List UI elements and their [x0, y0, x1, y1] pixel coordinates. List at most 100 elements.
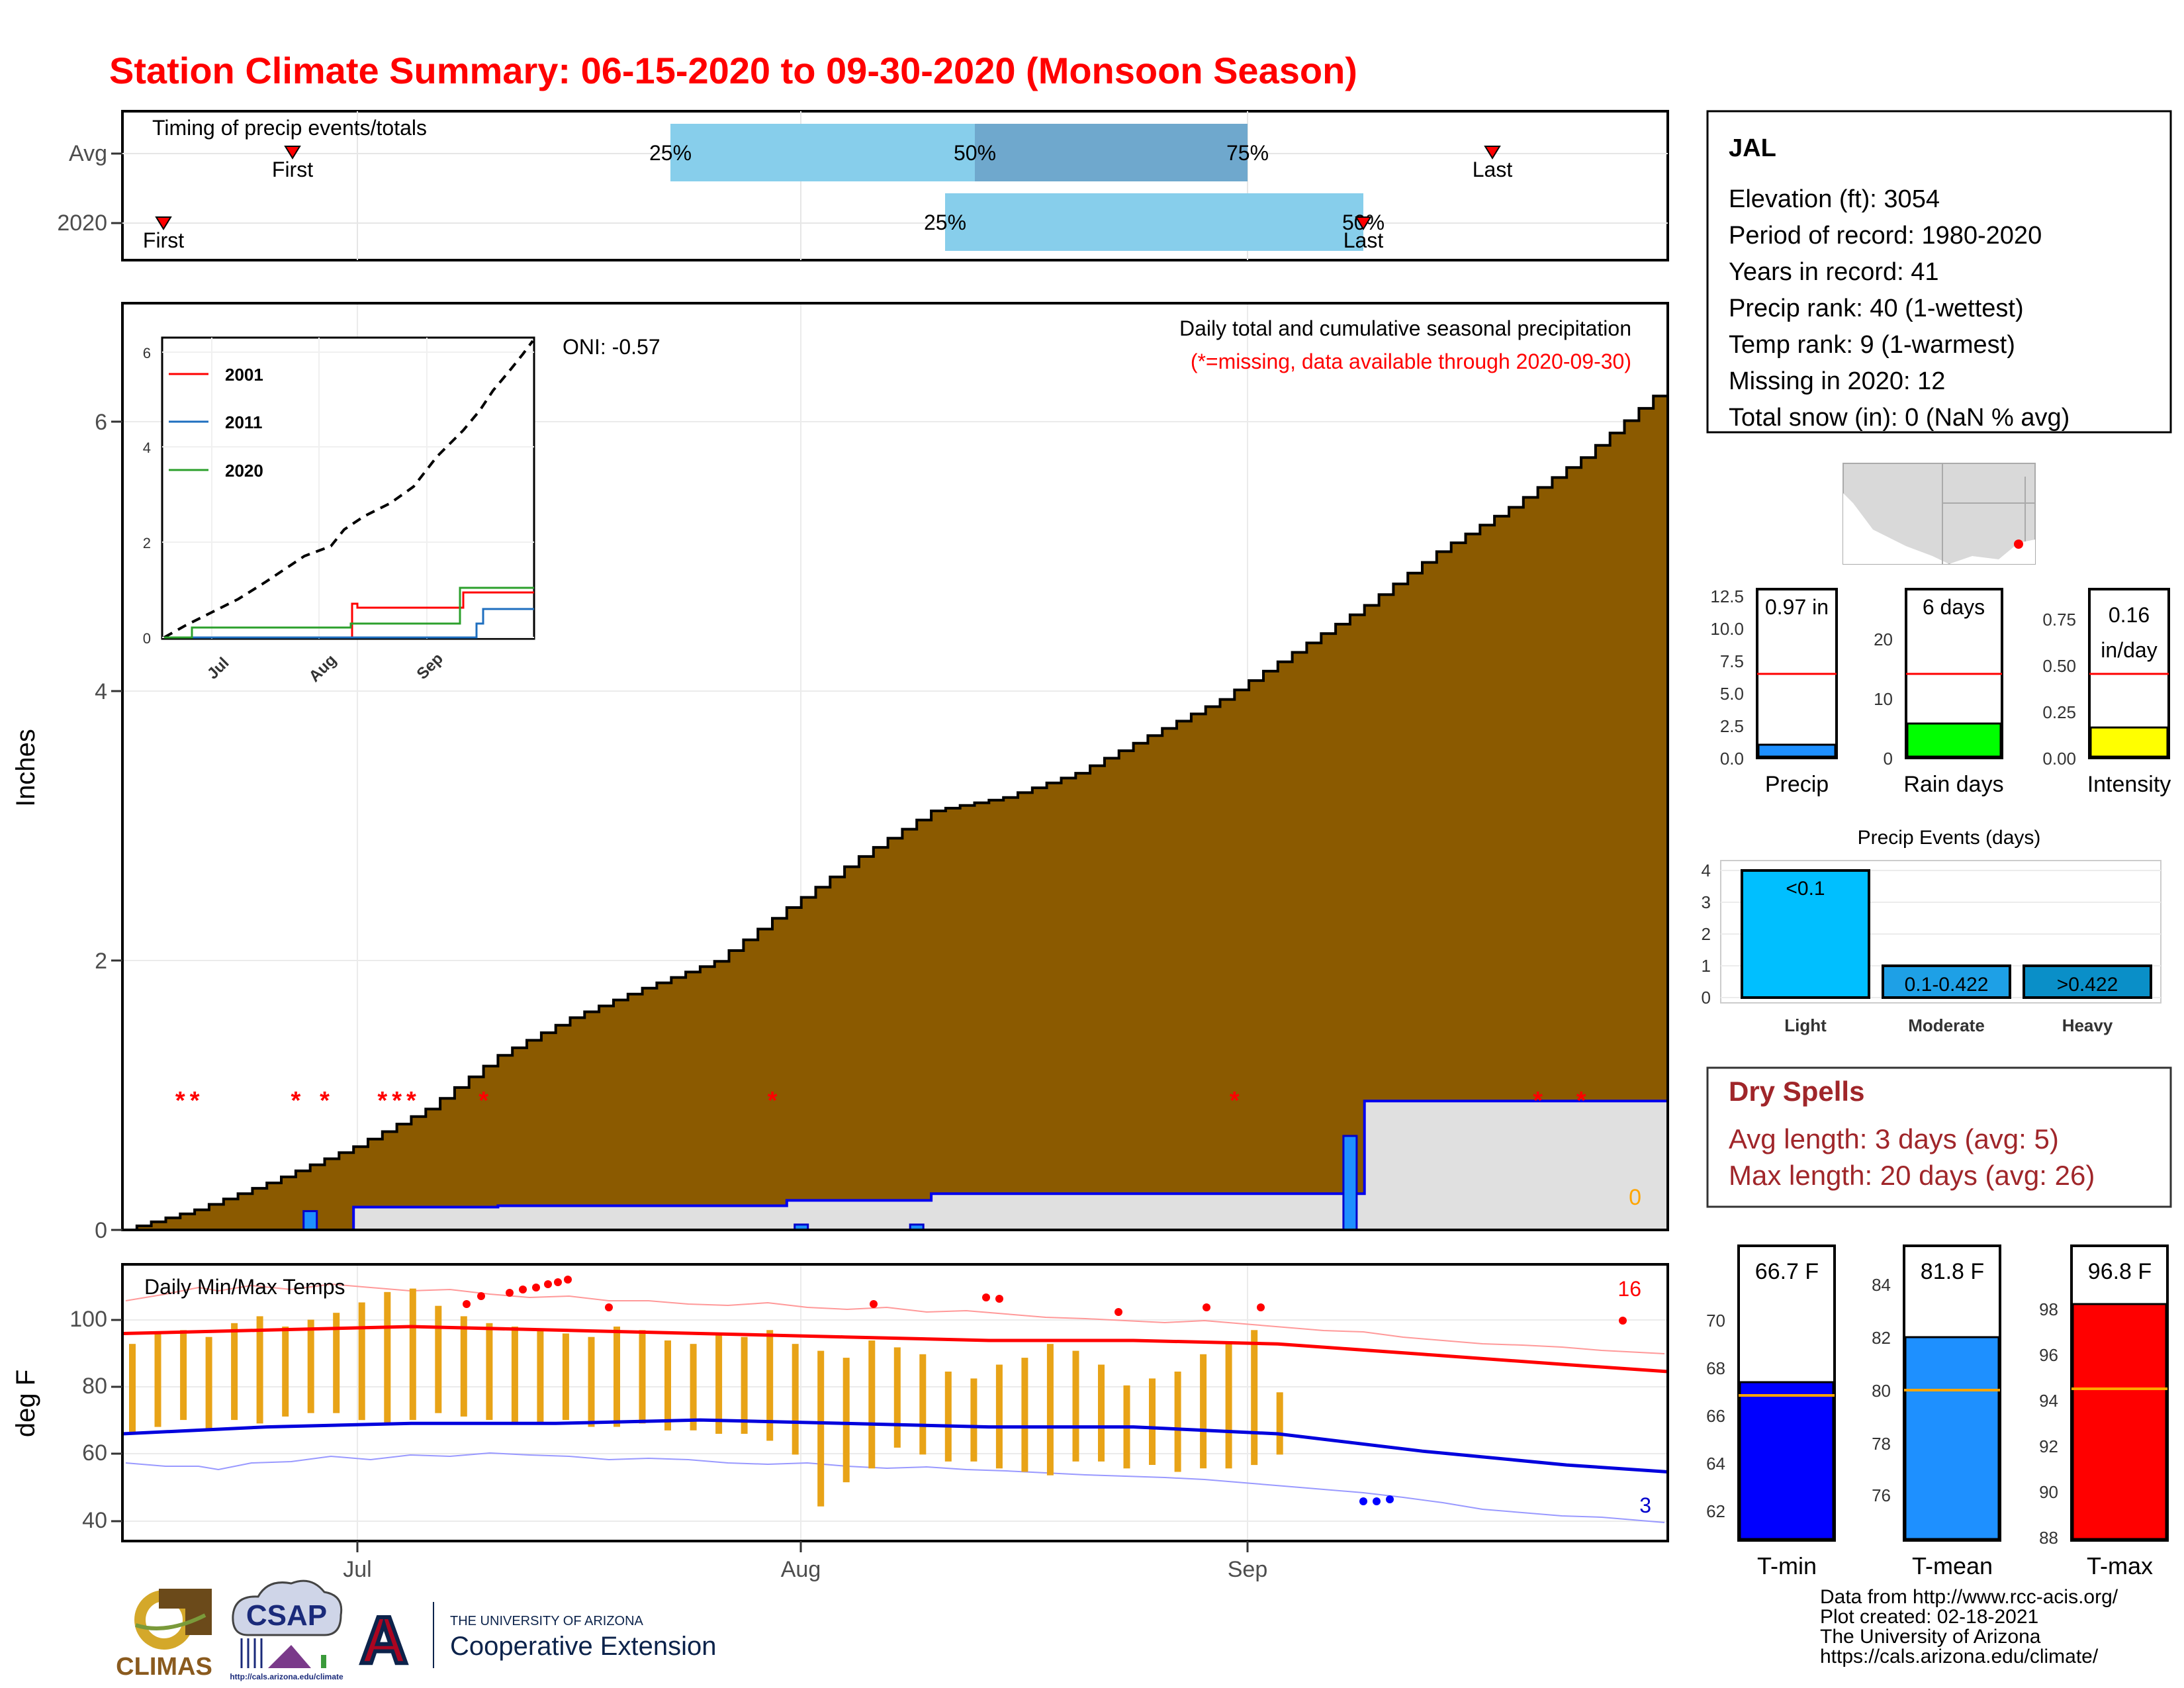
credit-plot-date: Plot created: 02-18-2021 — [1820, 1606, 2038, 1628]
missing-data-marker: * — [478, 1087, 488, 1115]
inset-ytick-2: 2 — [143, 535, 151, 551]
ua-line2: Cooperative Extension — [450, 1632, 716, 1661]
events-bar-label-heavy: >0.422 — [2057, 974, 2118, 996]
daily-temp-range-bar — [180, 1330, 187, 1421]
daily-temp-range-bar — [1225, 1344, 1232, 1469]
events-bar-light — [1741, 869, 1870, 999]
daily-temp-range-bar — [384, 1291, 391, 1424]
intensity-bar-label: Intensity — [2087, 772, 2171, 797]
intensity-bar-value: 0.16 — [2109, 603, 2150, 627]
tmax-ytick: 92 — [2039, 1436, 2058, 1456]
credit-data-source: Data from http://www.rcc-acis.org/ — [1820, 1586, 2118, 1608]
precip-events-chart: Precip Events (days) <0.1 0.1-0.422 >0.4… — [1702, 827, 2161, 1035]
timing-panel: Timing of precip events/totals Avg 2020 … — [57, 110, 1669, 261]
mini-bar-intensity: 0.16 in/day Intensity 0.00 0.25 0.50 0.7… — [2042, 588, 2171, 797]
temp-ytick-100: 100 — [69, 1307, 107, 1332]
events-cat-heavy: Heavy — [2062, 1015, 2113, 1035]
station-line-snow: Total snow (in): 0 (NaN % avg) — [1729, 404, 2070, 432]
daily-temp-range-bar — [893, 1347, 901, 1448]
inset-line-2001 — [164, 591, 534, 639]
avg-last-marker — [1484, 146, 1501, 160]
mini-bar-rain-days: 6 days Rain days 0 10 20 — [1874, 588, 2004, 797]
rain-days-bar-value: 6 days — [1923, 595, 1985, 619]
station-line-precip-rank: Precip rank: 40 (1-wettest) — [1729, 295, 2024, 322]
location-map — [1843, 463, 2036, 565]
rain-days-ytick: 0 — [1884, 749, 1893, 769]
precip-bar-value: 0.97 in — [1765, 595, 1829, 619]
daily-temp-range-bar — [282, 1327, 289, 1417]
station-name: JAL — [1729, 134, 1776, 162]
daily-temp-range-bar — [1046, 1344, 1054, 1476]
station-line-elevation: Elevation (ft): 3054 — [1729, 185, 1940, 213]
temp-ytick-40: 40 — [82, 1508, 107, 1533]
climas-wordmark: CLIMAS — [116, 1653, 212, 1681]
precip-ytick: 2.5 — [1720, 716, 1744, 736]
dry-spells-title: Dry Spells — [1729, 1076, 1864, 1107]
avg-last-label: Last — [1473, 158, 1513, 181]
daily-precip-bar — [1342, 1135, 1358, 1231]
station-line-period: Period of record: 1980-2020 — [1729, 222, 2042, 250]
dry-spells-avg: Avg length: 3 days (avg: 5) — [1729, 1123, 2059, 1154]
missing-data-marker: * — [190, 1087, 200, 1115]
daily-temp-range-bar — [511, 1327, 518, 1424]
temp-panel-frame — [121, 1263, 1669, 1542]
row-label-avg: Avg — [69, 141, 107, 166]
daily-temp-range-bar — [868, 1340, 876, 1469]
temp-ytick-60: 60 — [82, 1440, 107, 1466]
temp-ytick-80: 80 — [82, 1374, 107, 1399]
tmin-label: T-min — [1757, 1552, 1817, 1579]
tmean-label: T-mean — [1912, 1552, 1993, 1579]
legend-2001: 2001 — [225, 365, 263, 385]
tmean-ytick: 82 — [1872, 1328, 1891, 1348]
tmean-value: 81.8 F — [1921, 1259, 1984, 1284]
precip-ytick: 5.0 — [1720, 684, 1744, 704]
daily-temp-range-bar — [792, 1344, 799, 1455]
daily-temp-range-bar — [817, 1350, 825, 1507]
daily-temp-range-bar — [1098, 1364, 1105, 1462]
temp-bar-tmin: 66.7 F T-min 62 64 66 68 70 — [1706, 1244, 1836, 1579]
daily-temp-range-bar — [1200, 1354, 1207, 1469]
events-bar-moderate — [1882, 964, 2011, 999]
station-line-temp-rank: Temp rank: 9 (1-warmest) — [1729, 331, 2015, 359]
ua-line1: THE UNIVERSITY OF ARIZONA — [450, 1614, 644, 1628]
tmax-ytick: 96 — [2039, 1345, 2058, 1365]
logo-csap: CSAP http://cals.arizona.edu/climate — [230, 1579, 343, 1681]
inset-avg-line — [163, 340, 534, 639]
temp-bar-tmean: 81.8 F T-mean 76 78 80 82 84 — [1872, 1244, 2001, 1579]
record-markers — [463, 1276, 1627, 1505]
missing-data-marker: * — [406, 1087, 416, 1115]
timing-label: Timing of precip events/totals — [152, 116, 427, 140]
daily-temp-range-bar — [358, 1302, 365, 1421]
y2020-p25-label: 25% — [924, 211, 966, 234]
daily-temp-range-bar — [690, 1344, 697, 1430]
rain-days-ytick: 10 — [1874, 689, 1893, 709]
tmin-ytick: 68 — [1706, 1358, 1725, 1378]
precip-ytick: 0.0 — [1720, 749, 1744, 769]
missing-data-markers: * * * * * * * * * * * * — [175, 1087, 1586, 1115]
tmax-ytick: 90 — [2039, 1482, 2058, 1502]
tmin-ytick: 70 — [1706, 1311, 1725, 1331]
daily-temp-range-bar — [614, 1327, 620, 1427]
missing-data-marker: * — [1230, 1087, 1240, 1115]
mini-bar-precip: 0.97 in Precip 0.0 2.5 5.0 7.5 10.0 12.5 — [1710, 586, 1838, 797]
inset-ytick-4: 4 — [143, 440, 151, 456]
daily-temp-range-bars — [129, 1288, 1283, 1507]
precip-ytick-4: 4 — [95, 679, 107, 704]
daily-temp-range-bar — [664, 1340, 671, 1430]
missing-data-marker: * — [1576, 1087, 1586, 1115]
daily-temp-range-bar — [995, 1364, 1003, 1469]
cumulative-precip-area — [122, 383, 1669, 1231]
events-ytick: 0 — [1702, 988, 1711, 1008]
avg-p25-label: 25% — [649, 141, 692, 165]
daily-temp-range-bar — [919, 1354, 927, 1455]
events-bar-label-light: <0.1 — [1786, 878, 1825, 900]
precip-ytick-0: 0 — [95, 1218, 107, 1243]
daily-temp-range-bar — [1072, 1350, 1079, 1462]
precip-ytick: 12.5 — [1710, 586, 1744, 606]
y2020-25-50-band — [945, 193, 1363, 251]
legend-2020: 2020 — [225, 461, 263, 481]
daily-temp-range-bar — [537, 1330, 544, 1424]
y2020-last-marker — [1355, 216, 1372, 230]
events-ytick: 1 — [1702, 956, 1711, 976]
precip-panel: * * * * * * * * * * * * Daily total and cumulative … — [11, 302, 1669, 1243]
